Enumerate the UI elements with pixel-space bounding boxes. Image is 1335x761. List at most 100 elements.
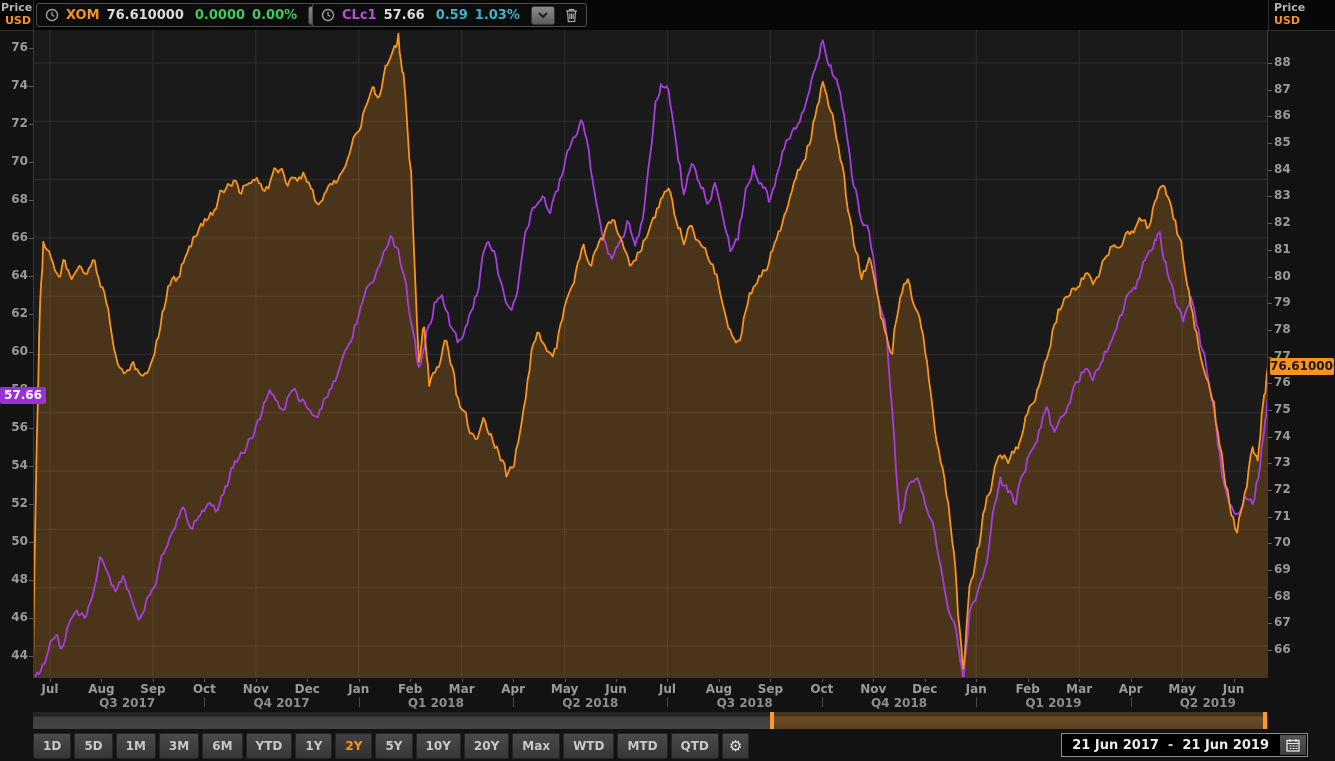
x-axis-quarter-label: Q4 2018 (870, 696, 928, 710)
x-axis-quarter-label: Q2 2018 (562, 696, 619, 710)
x-axis-month-tick (513, 679, 515, 682)
right-axis-tick-label: 88 (1274, 55, 1291, 70)
right-axis-tick-mark (1268, 596, 1272, 598)
range-button-max[interactable]: Max (512, 733, 561, 759)
calendar-icon (1286, 738, 1300, 752)
range-scrollbar-selection[interactable] (770, 712, 1267, 729)
date-range-start[interactable]: 21 Jun 2017 (1072, 737, 1159, 753)
range-button-6m[interactable]: 6M (202, 733, 243, 759)
left-axis-title-price: Price (1, 1, 33, 14)
right-axis-tick-mark (1268, 223, 1272, 225)
x-axis-month-label: May (1168, 682, 1196, 696)
x-axis-quarter-tick (976, 697, 978, 707)
x-axis-quarter-tick (821, 697, 823, 707)
right-axis-tick-label: 85 (1274, 135, 1291, 150)
left-axis-tick-mark (29, 541, 33, 543)
date-range-field[interactable]: 21 Jun 2017 - 21 Jun 2019 (1061, 733, 1308, 757)
range-button-5d[interactable]: 5D (74, 733, 113, 759)
right-axis-tick-label: 81 (1274, 241, 1291, 256)
right-axis-tick-label: 84 (1274, 161, 1291, 176)
left-axis-tick-label: 48 (11, 571, 28, 586)
x-axis-quarter-tick (667, 697, 669, 707)
left-axis-tick-label: 46 (11, 609, 28, 624)
right-axis-tick-label: 83 (1274, 188, 1291, 203)
x-axis-month-tick (1130, 679, 1132, 682)
left-axis-tick-label: 62 (11, 306, 28, 320)
chevron-down-icon (538, 11, 548, 19)
right-axis-tick-label: 74 (1274, 428, 1291, 443)
x-axis-month-label: Oct (192, 682, 216, 696)
right-axis-tick-label: 79 (1274, 295, 1291, 310)
right-axis-tick-mark (1268, 329, 1272, 331)
x-axis-month-label: Jan (348, 682, 370, 696)
right-axis-tick-mark (1268, 303, 1272, 305)
x-axis-month-label: Apr (501, 682, 525, 696)
x-axis-month-tick (873, 679, 875, 682)
left-axis-tick-label: 64 (11, 268, 28, 283)
right-axis-tick-mark (1268, 463, 1272, 465)
range-button-1m[interactable]: 1M (115, 733, 156, 759)
trash-icon[interactable] (565, 8, 578, 23)
range-button-wtd[interactable]: WTD (563, 733, 615, 759)
x-axis-month-label: Mar (1066, 682, 1093, 696)
right-axis-title: Price USD (1274, 1, 1306, 27)
left-axis-tick-label: 54 (11, 457, 28, 472)
x-axis-month-tick (564, 679, 566, 682)
right-axis-title-usd: USD (1274, 14, 1300, 27)
xom-last-price-label: 76.610000 (1270, 357, 1335, 375)
right-axis-tick-label: 66 (1274, 641, 1291, 656)
range-button-3m[interactable]: 3M (158, 733, 200, 759)
x-axis-quarter-label: Q3 2017 (99, 696, 156, 710)
calendar-button[interactable] (1280, 735, 1306, 755)
x-axis-month-label: Nov (242, 682, 269, 696)
left-axis-tick-mark (29, 124, 33, 126)
right-axis-tick-mark (1268, 249, 1272, 251)
range-button-1d[interactable]: 1D (33, 733, 72, 759)
clock-icon (321, 8, 335, 22)
range-button-mtd[interactable]: MTD (617, 733, 668, 759)
range-scrollbar-right-handle[interactable] (1263, 712, 1267, 729)
x-axis-month-tick (204, 679, 206, 682)
date-range-separator: - (1167, 737, 1174, 753)
left-axis-tick-label: 60 (11, 344, 28, 358)
x-axis-month-tick (667, 679, 669, 682)
x-axis-month-label: Aug (88, 682, 115, 696)
left-axis-tick-label: 76 (11, 40, 28, 55)
topbar-right-separator (1268, 0, 1269, 30)
right-axis-tick-mark (1268, 143, 1272, 145)
left-axis-tick-mark (29, 503, 33, 505)
range-button-ytd[interactable]: YTD (245, 733, 293, 759)
x-axis-month-label: May (550, 682, 579, 696)
range-scrollbar-left-handle[interactable] (770, 712, 774, 729)
x-axis-month-tick (101, 679, 103, 682)
range-button-2y[interactable]: 2Y (335, 733, 373, 759)
right-axis-title-price: Price (1274, 1, 1306, 14)
x-axis-month-tick (770, 679, 772, 682)
range-button-10y[interactable]: 10Y (415, 733, 461, 759)
left-axis-tick-mark (29, 579, 33, 581)
right-axis-tick-label: 82 (1274, 215, 1291, 230)
range-scrollbar-track[interactable] (33, 712, 1268, 729)
right-axis-tick-mark (1268, 63, 1272, 65)
right-axis-tick-mark (1268, 623, 1272, 625)
range-button-qtd[interactable]: QTD (670, 733, 719, 759)
chart-canvas (33, 30, 1268, 678)
range-button-5y[interactable]: 5Y (375, 733, 413, 759)
x-axis-month-label: Nov (860, 682, 887, 696)
legend-last-price: 57.66 (383, 7, 425, 23)
legend-dropdown-button[interactable] (530, 5, 555, 25)
range-button-20y[interactable]: 20Y (463, 733, 510, 759)
range-button-1y[interactable]: 1Y (295, 733, 333, 759)
x-axis-quarter-label: Q2 2019 (1179, 696, 1236, 710)
x-axis-month-tick (461, 679, 463, 682)
right-axis-tick-mark (1268, 489, 1272, 491)
chart-plot-area[interactable] (33, 30, 1268, 678)
x-axis-month-label: Dec (912, 682, 938, 696)
x-axis-month-label: Feb (1015, 682, 1040, 696)
date-range-end[interactable]: 21 Jun 2019 (1182, 737, 1269, 753)
left-axis-tick-mark (29, 48, 33, 50)
x-axis-month-tick (976, 679, 978, 682)
chart-settings-gear-button[interactable]: ⚙ (721, 733, 750, 759)
legend-clc1[interactable]: CLc1 57.66 0.59 1.03% (312, 3, 587, 27)
right-axis-tick-mark (1268, 543, 1272, 545)
